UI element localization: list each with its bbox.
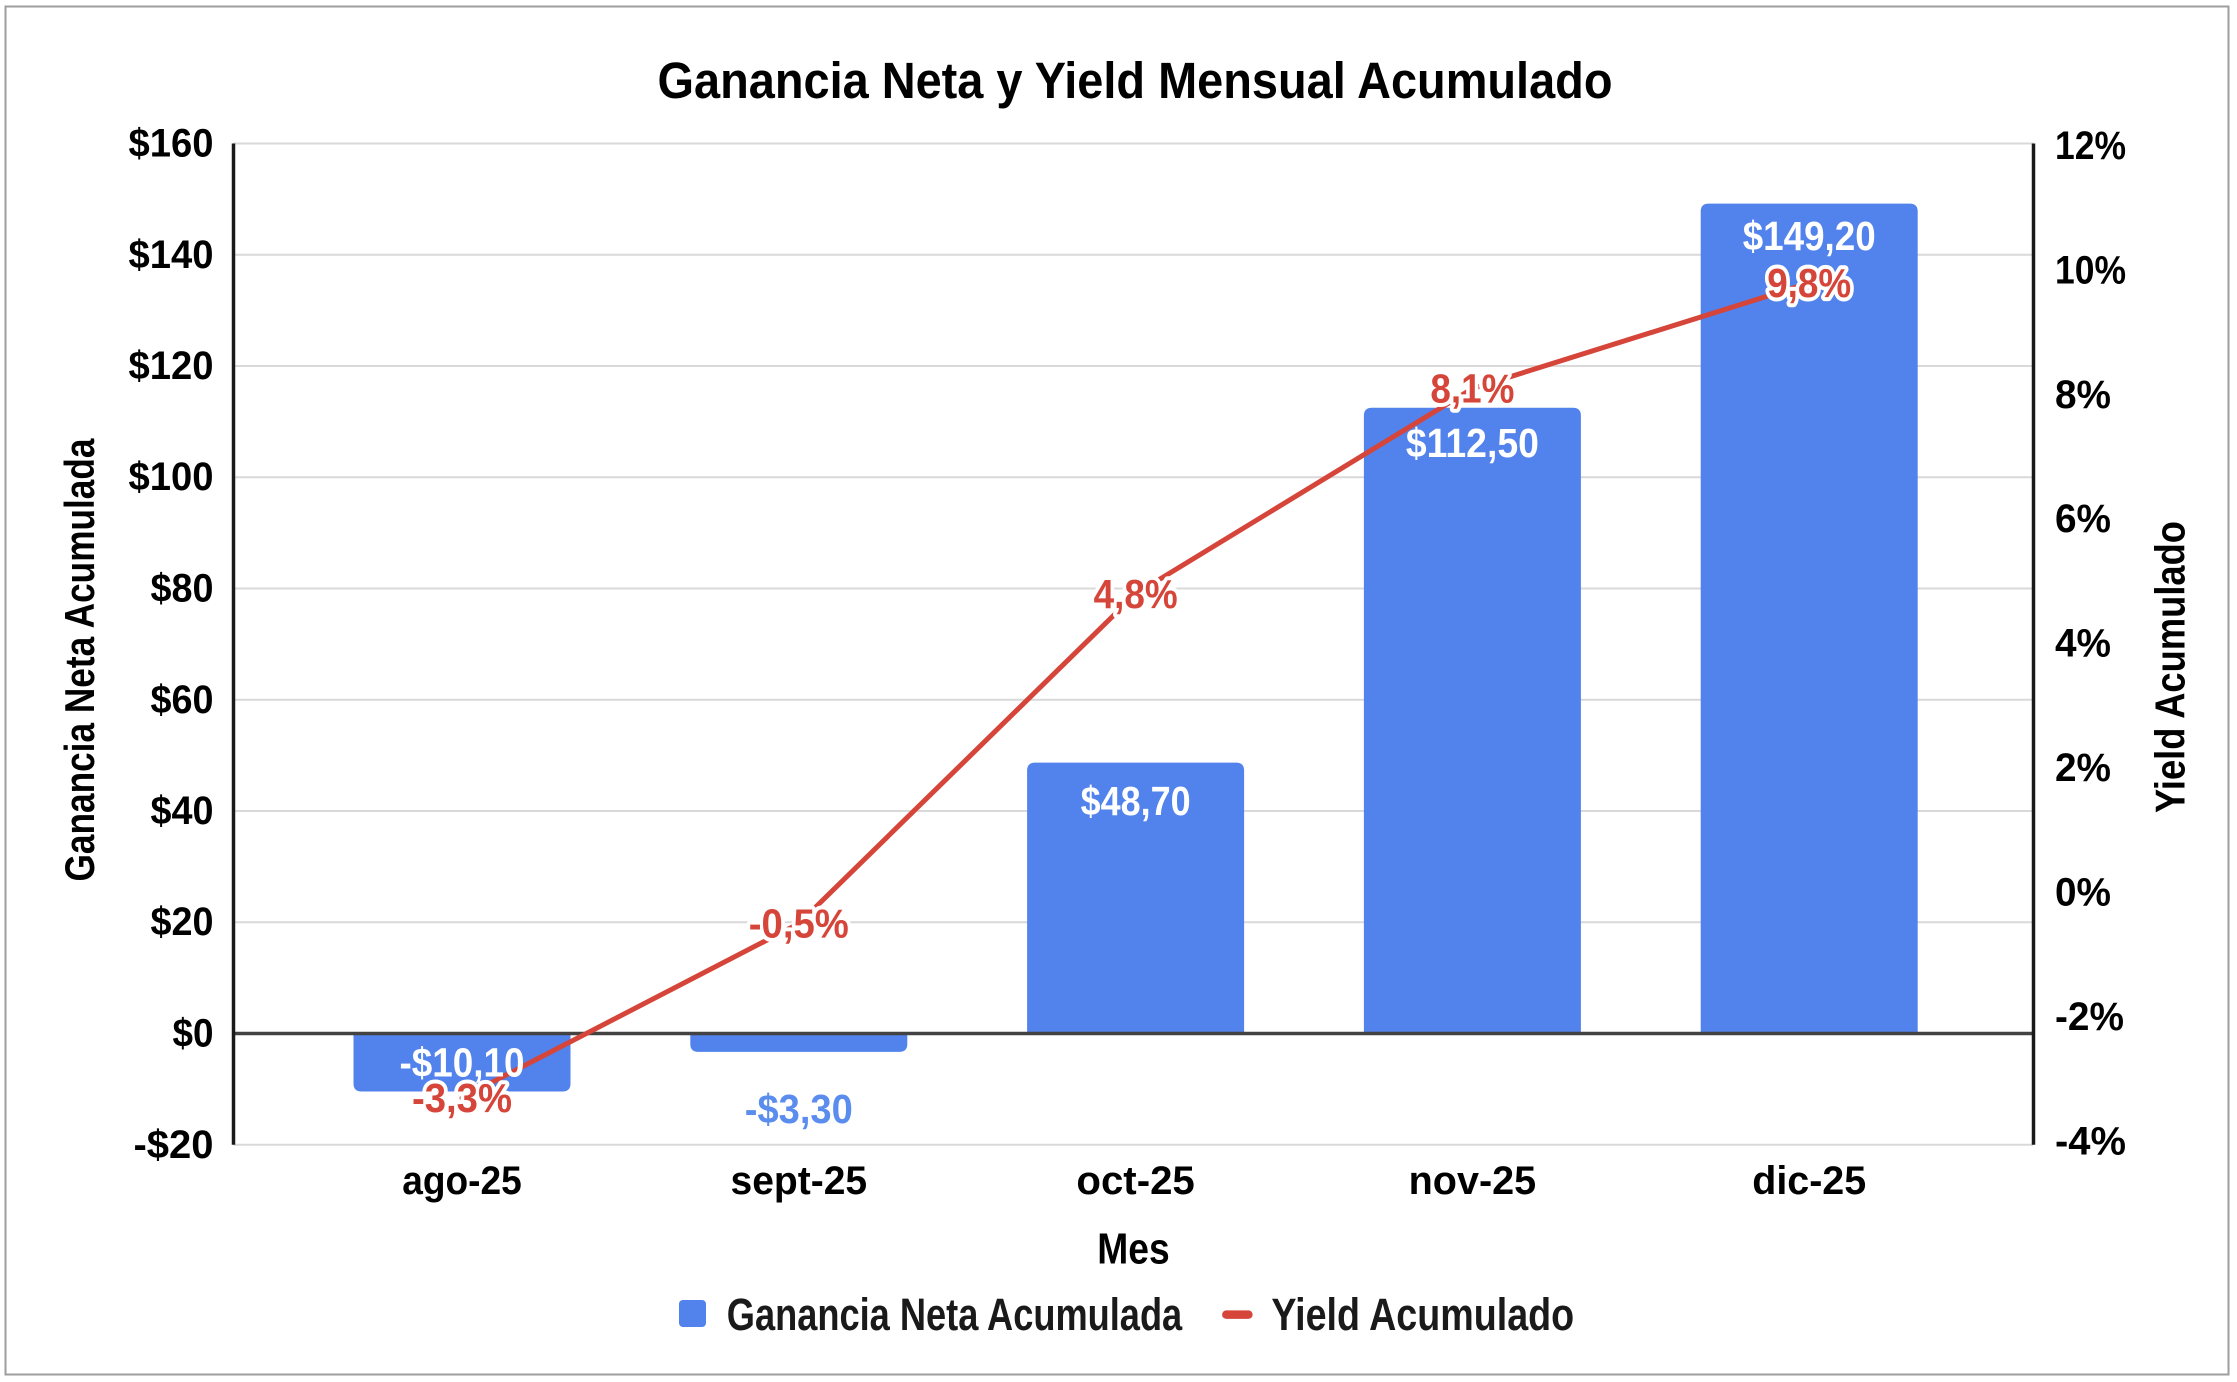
svg-text:Yield Acumulado: Yield Acumulado [1271, 1289, 1574, 1340]
svg-text:0%: 0% [2055, 871, 2111, 915]
svg-text:-4%: -4% [2055, 1119, 2126, 1163]
svg-text:-3,3%: -3,3% [412, 1075, 512, 1121]
svg-text:-$20: -$20 [134, 1123, 214, 1167]
svg-text:$0: $0 [173, 1012, 214, 1056]
svg-text:9,8%: 9,8% [1767, 260, 1851, 306]
svg-text:-$3,30: -$3,30 [745, 1086, 853, 1132]
svg-text:$40: $40 [151, 789, 214, 833]
svg-text:Ganancia Neta Acumulada: Ganancia Neta Acumulada [727, 1289, 1183, 1340]
svg-text:Ganancia Neta y Yield Mensual: Ganancia Neta y Yield Mensual Acumulado [658, 52, 1613, 109]
svg-text:$149,20: $149,20 [1743, 213, 1876, 259]
svg-text:Mes: Mes [1097, 1225, 1169, 1274]
svg-text:$100: $100 [129, 455, 214, 499]
svg-text:2%: 2% [2055, 746, 2111, 790]
svg-text:dic-25: dic-25 [1752, 1159, 1866, 1203]
svg-text:4%: 4% [2055, 622, 2111, 666]
svg-text:Yield Acumulado: Yield Acumulado [2147, 521, 2194, 813]
svg-text:8%: 8% [2055, 373, 2111, 417]
svg-text:-0,5%: -0,5% [749, 901, 849, 947]
svg-text:ago-25: ago-25 [402, 1159, 522, 1203]
svg-text:$112,50: $112,50 [1406, 420, 1539, 466]
svg-text:$120: $120 [129, 344, 214, 388]
svg-text:$160: $160 [129, 122, 214, 166]
svg-text:4,8%: 4,8% [1094, 571, 1178, 617]
svg-text:-2%: -2% [2055, 995, 2124, 1039]
svg-text:-$10,10: -$10,10 [400, 1040, 525, 1086]
svg-text:$48,70: $48,70 [1081, 778, 1191, 824]
svg-text:$60: $60 [151, 678, 214, 722]
svg-text:10%: 10% [2055, 248, 2126, 292]
svg-text:sept-25: sept-25 [731, 1159, 868, 1203]
svg-text:oct-25: oct-25 [1076, 1159, 1194, 1203]
svg-text:$140: $140 [129, 233, 214, 277]
svg-text:nov-25: nov-25 [1409, 1159, 1537, 1203]
svg-text:Ganancia Neta Acumulada: Ganancia Neta Acumulada [56, 438, 103, 882]
svg-text:$80: $80 [151, 567, 214, 611]
svg-text:6%: 6% [2055, 497, 2111, 541]
svg-text:12%: 12% [2055, 124, 2126, 168]
svg-text:8,1%: 8,1% [1430, 366, 1514, 412]
svg-text:$20: $20 [151, 900, 214, 944]
